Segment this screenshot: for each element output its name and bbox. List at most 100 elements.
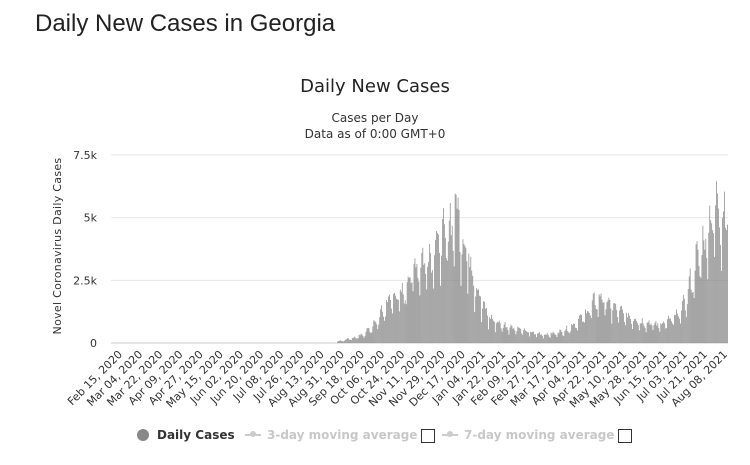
bar[interactable] <box>539 334 541 343</box>
bar[interactable] <box>528 332 529 343</box>
bar[interactable] <box>532 331 533 343</box>
bar[interactable] <box>627 317 628 343</box>
bar[interactable] <box>588 312 590 343</box>
bar[interactable] <box>502 327 504 343</box>
bar[interactable] <box>406 282 408 343</box>
bar[interactable] <box>569 333 571 343</box>
bar[interactable] <box>658 327 660 343</box>
bar[interactable] <box>590 317 592 343</box>
bar[interactable] <box>564 331 566 343</box>
bar[interactable] <box>490 314 492 343</box>
bar[interactable] <box>712 230 714 343</box>
bar[interactable] <box>724 191 725 343</box>
bar[interactable] <box>669 318 670 343</box>
bar[interactable] <box>456 208 458 343</box>
bar[interactable] <box>563 336 565 343</box>
bar[interactable] <box>689 268 691 343</box>
bar[interactable] <box>383 316 384 343</box>
bar[interactable] <box>696 241 698 343</box>
bar[interactable] <box>505 327 507 343</box>
bar[interactable] <box>419 295 421 343</box>
bar[interactable] <box>348 339 350 343</box>
bar[interactable] <box>516 331 518 343</box>
bar[interactable] <box>472 275 474 343</box>
bar[interactable] <box>371 332 373 343</box>
bar[interactable] <box>452 250 454 343</box>
bar[interactable] <box>626 312 627 343</box>
bar[interactable] <box>574 323 575 343</box>
bar-series[interactable] <box>337 181 728 343</box>
bar[interactable] <box>402 294 404 343</box>
bar[interactable] <box>560 330 562 343</box>
bar[interactable] <box>586 310 588 343</box>
bar[interactable] <box>473 285 475 343</box>
bar[interactable] <box>414 258 416 343</box>
bar[interactable] <box>718 208 719 343</box>
bar[interactable] <box>703 240 705 343</box>
bar[interactable] <box>467 293 469 343</box>
bar[interactable] <box>612 310 614 343</box>
bar[interactable] <box>656 325 658 343</box>
bar[interactable] <box>479 295 480 343</box>
bar[interactable] <box>661 324 663 343</box>
bar[interactable] <box>487 315 488 343</box>
bar[interactable] <box>478 289 479 343</box>
bar[interactable] <box>404 300 406 343</box>
bar[interactable] <box>692 291 694 343</box>
bar[interactable] <box>615 303 617 343</box>
bar[interactable] <box>620 306 621 343</box>
bar[interactable] <box>379 317 381 343</box>
bar[interactable] <box>681 300 683 343</box>
bar[interactable] <box>511 325 513 343</box>
bar[interactable] <box>344 340 345 343</box>
bar[interactable] <box>425 273 427 343</box>
bar[interactable] <box>593 292 595 343</box>
bar[interactable] <box>470 256 472 343</box>
bar[interactable] <box>617 317 619 343</box>
bar[interactable] <box>571 323 573 343</box>
bar[interactable] <box>562 335 564 343</box>
bar[interactable] <box>509 327 511 343</box>
bar[interactable] <box>683 298 685 343</box>
bar[interactable] <box>632 328 633 343</box>
bar[interactable] <box>541 335 543 343</box>
bar[interactable] <box>719 227 720 343</box>
bar[interactable] <box>389 294 390 343</box>
bar[interactable] <box>723 211 724 343</box>
bar[interactable] <box>410 283 412 343</box>
bar[interactable] <box>358 334 360 343</box>
bar[interactable] <box>568 332 570 343</box>
bar[interactable] <box>524 328 526 343</box>
bar[interactable] <box>351 337 353 343</box>
bar[interactable] <box>465 247 467 343</box>
bar[interactable] <box>677 313 678 343</box>
bar[interactable] <box>396 299 398 343</box>
bar[interactable] <box>595 309 597 343</box>
bar[interactable] <box>652 330 654 343</box>
bar[interactable] <box>444 237 446 343</box>
bar[interactable] <box>498 320 500 343</box>
bar[interactable] <box>530 331 531 343</box>
bar[interactable] <box>350 339 352 343</box>
bar[interactable] <box>666 327 668 343</box>
bar[interactable] <box>469 267 471 343</box>
bar[interactable] <box>536 337 537 343</box>
bar[interactable] <box>405 304 407 343</box>
bar[interactable] <box>701 255 703 343</box>
bar[interactable] <box>434 255 435 343</box>
bar[interactable] <box>613 303 615 343</box>
bar[interactable] <box>494 332 496 343</box>
bar[interactable] <box>598 294 600 343</box>
bar[interactable] <box>680 323 681 343</box>
bar[interactable] <box>436 231 437 343</box>
bar[interactable] <box>484 301 485 343</box>
bar[interactable] <box>373 320 375 343</box>
bar[interactable] <box>349 339 351 343</box>
bar[interactable] <box>662 322 664 343</box>
bar[interactable] <box>398 311 400 343</box>
bar[interactable] <box>384 320 385 343</box>
bar[interactable] <box>437 232 438 343</box>
bar[interactable] <box>413 264 415 343</box>
bar[interactable] <box>585 309 586 343</box>
bar[interactable] <box>543 334 545 343</box>
